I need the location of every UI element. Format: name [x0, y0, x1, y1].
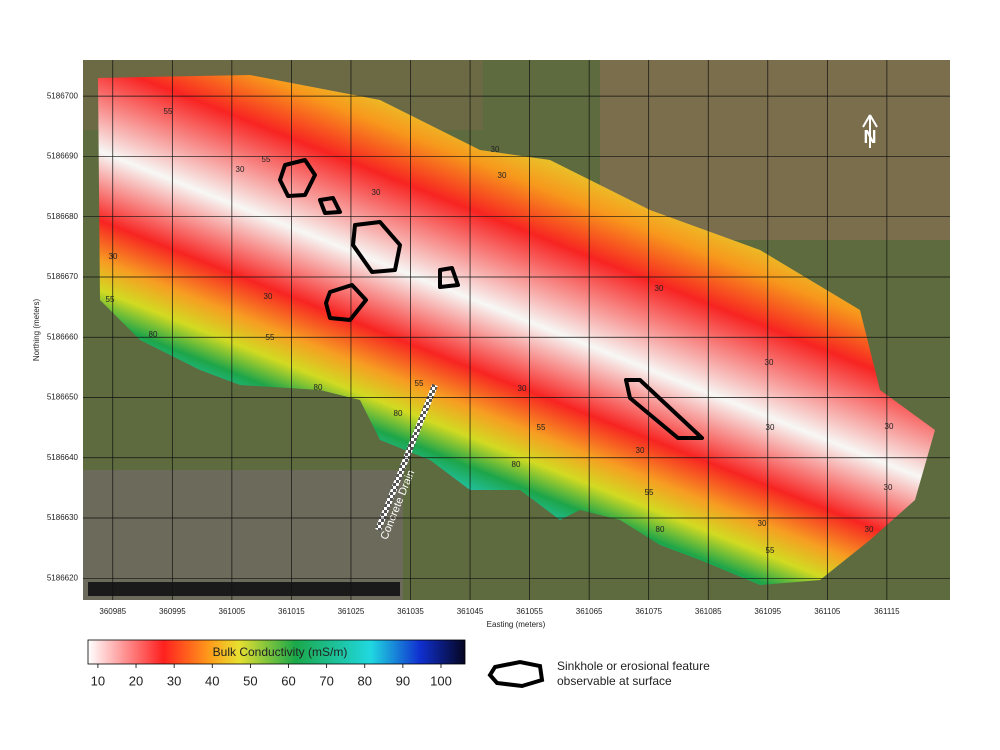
colorbar-title: Bulk Conductivity (mS/m)	[213, 645, 348, 659]
y-tick-label: 5186670	[47, 272, 79, 281]
legend-symbol	[487, 659, 545, 689]
contour-label: 30	[264, 292, 273, 301]
colorbar-tick-label: 70	[319, 673, 333, 688]
sinkhole	[278, 158, 317, 198]
x-tick-label: 360995	[159, 607, 186, 616]
x-tick-label: 361055	[516, 607, 543, 616]
x-tick-label: 361035	[397, 607, 424, 616]
y-tick-label: 5186680	[47, 212, 79, 221]
contour-label: 30	[518, 384, 527, 393]
sinkhole	[351, 220, 402, 274]
legend-label: Sinkhole or erosional feature	[557, 659, 710, 673]
sinkholes	[278, 158, 704, 440]
contour-label: 55	[645, 488, 654, 497]
contour-label: 55	[537, 423, 546, 432]
contour-label: 30	[885, 422, 894, 431]
contour-label: 80	[149, 330, 158, 339]
y-tick-label: 5186630	[47, 513, 79, 522]
colorbar-tick-label: 10	[91, 673, 105, 688]
x-tick-label: 361095	[754, 607, 781, 616]
x-tick-label: 361015	[278, 607, 305, 616]
colorbar	[87, 639, 466, 665]
contour-label: 30	[765, 358, 774, 367]
contour-label: 55	[266, 333, 275, 342]
x-tick-label: 361075	[635, 607, 662, 616]
contour-label: 30	[865, 525, 874, 534]
x-tick-label: 361045	[457, 607, 484, 616]
contour-label: 55	[766, 546, 775, 555]
legend-label: observable at surface	[557, 674, 672, 688]
sinkhole	[624, 378, 704, 440]
contour-label: 80	[394, 409, 403, 418]
colorbar-tick-label: 60	[281, 673, 295, 688]
colorbar-tick-label: 30	[167, 673, 181, 688]
colorbar-tick-label: 90	[396, 673, 410, 688]
sinkhole	[318, 196, 342, 215]
x-tick-label: 361025	[338, 607, 365, 616]
contour-label: 30	[758, 519, 767, 528]
contour-label: 55	[262, 155, 271, 164]
north-label: N	[864, 127, 877, 147]
x-tick-label: 361115	[874, 607, 900, 616]
contour-label: 30	[655, 284, 664, 293]
contour-label: 30	[636, 446, 645, 455]
contour-label: 80	[656, 525, 665, 534]
contour-label: 30	[372, 188, 381, 197]
rail-patch	[83, 470, 403, 600]
x-tick-label: 360985	[99, 607, 126, 616]
sinkhole	[438, 266, 460, 289]
contour-label: 55	[415, 379, 424, 388]
x-axis-label: Easting (meters)	[487, 620, 546, 629]
scale-bar	[88, 582, 400, 596]
x-tick-label: 361005	[219, 607, 246, 616]
north-arrow: N	[862, 114, 878, 148]
contour-label: 80	[512, 460, 521, 469]
contour-label: 30	[236, 165, 245, 174]
y-tick-label: 5186640	[47, 453, 79, 462]
colorbar-tick-label: 20	[129, 673, 143, 688]
colorbar-tick-label: 80	[358, 673, 372, 688]
y-tick-label: 5186620	[47, 573, 79, 582]
y-tick-label: 5186700	[47, 91, 79, 100]
colorbar-tick-label: 100	[430, 673, 452, 688]
contour-label: 30	[109, 252, 118, 261]
x-tick-label: 361105	[814, 607, 841, 616]
north-arrow-shaft	[862, 114, 878, 148]
x-tick-label: 361065	[576, 607, 603, 616]
contour-label: 30	[766, 423, 775, 432]
contour-label: 30	[884, 483, 893, 492]
contour-label: 55	[164, 107, 173, 116]
colorbar-tick-label: 50	[243, 673, 257, 688]
y-axis-label: Northing (meters)	[32, 299, 41, 362]
contour-label: 80	[314, 383, 323, 392]
y-tick-label: 5186660	[47, 332, 79, 341]
contour-label: 30	[498, 171, 507, 180]
colorbar-tick-label: 40	[205, 673, 219, 688]
contour-label: 55	[106, 295, 115, 304]
y-tick-label: 5186690	[47, 152, 79, 161]
sinkhole	[324, 283, 368, 322]
y-tick-label: 5186650	[47, 393, 79, 402]
x-tick-label: 361085	[695, 607, 722, 616]
contour-label: 30	[491, 145, 500, 154]
field-patch	[600, 60, 950, 240]
